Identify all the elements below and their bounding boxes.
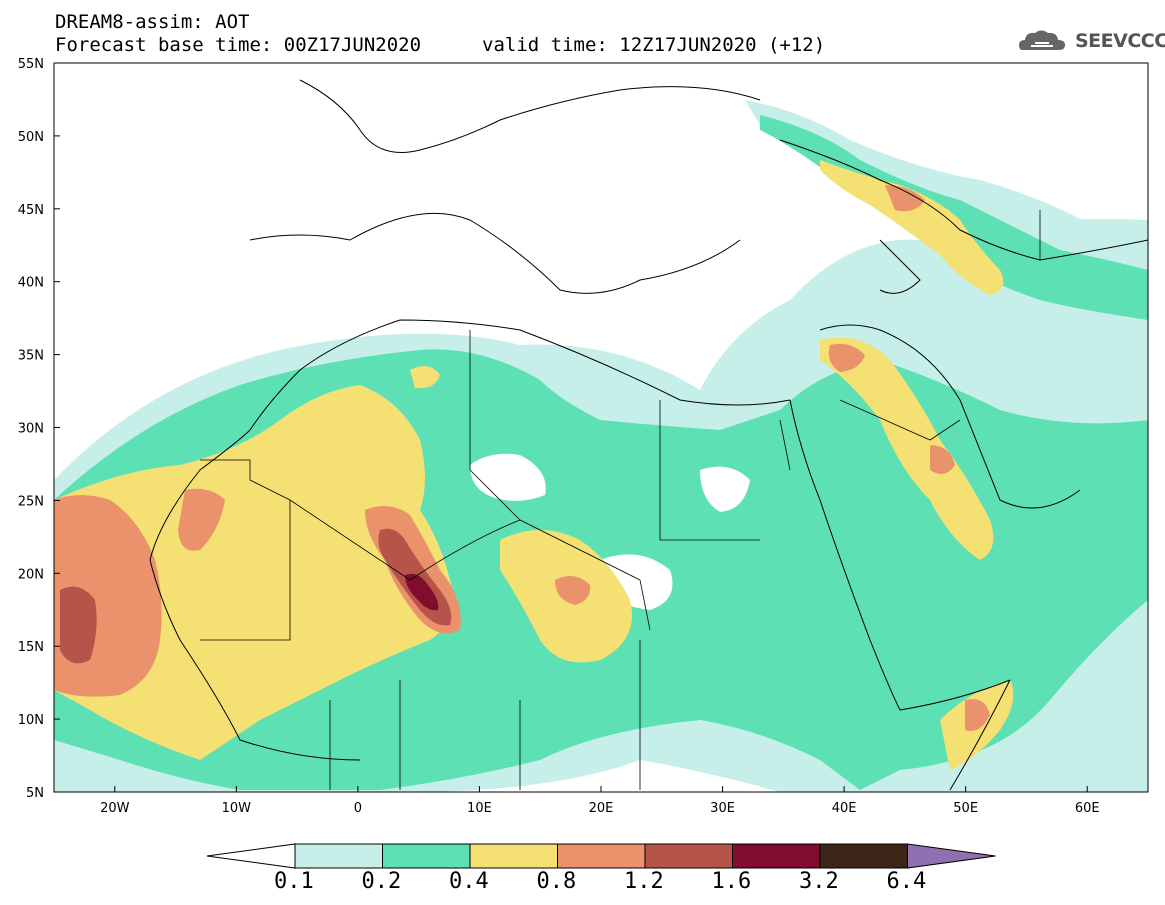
colorbar-min-triangle xyxy=(206,843,296,869)
colorbar-level-label: 1.6 xyxy=(711,869,752,894)
lon-label: 20E xyxy=(589,801,614,816)
colorbar-box xyxy=(557,843,646,869)
lon-label: 10W xyxy=(222,801,252,816)
cloud-icon xyxy=(1019,30,1065,50)
lon-label: 50E xyxy=(953,801,978,816)
coastlines xyxy=(149,79,1148,791)
lat-label: 35N xyxy=(18,349,44,364)
aot-level-1.6 xyxy=(405,573,439,611)
lon-label: 30E xyxy=(710,801,735,816)
colorbar-box xyxy=(644,843,733,869)
forecast-base-time: Forecast base time: 00Z17JUN2020 xyxy=(55,34,422,56)
lat-label: 30N xyxy=(18,422,44,437)
colorbar-level-label: 6.4 xyxy=(886,869,927,894)
colorbar-box xyxy=(382,843,471,869)
lat-label: 20N xyxy=(18,567,44,582)
colorbar-box xyxy=(819,843,908,869)
lat-label: 10N xyxy=(18,713,44,728)
lon-label: 0 xyxy=(354,801,362,816)
map-title: DREAM8-assim: AOT xyxy=(55,11,250,33)
colorbar-level-label: 3.2 xyxy=(799,869,839,894)
colorbar-level-label: 0.8 xyxy=(536,869,577,894)
colorbar-level-label: 1.2 xyxy=(624,869,664,894)
lat-label: 15N xyxy=(18,640,44,655)
lat-label: 5N xyxy=(26,786,44,801)
lat-label: 45N xyxy=(18,203,44,218)
lon-label: 60E xyxy=(1075,801,1100,816)
colorbar-level-label: 0.1 xyxy=(274,869,314,894)
lat-label: 40N xyxy=(18,276,44,291)
lat-label: 25N xyxy=(18,494,44,509)
aot-level-0.4 xyxy=(54,160,1014,770)
country-borders xyxy=(200,210,1041,790)
colorbar-box xyxy=(732,843,821,869)
lat-label: 55N xyxy=(18,57,44,72)
colorbar-level-label: 0.2 xyxy=(361,869,402,894)
lat-label: 50N xyxy=(18,130,44,145)
lon-label: 40E xyxy=(832,801,857,816)
lon-label: 20W xyxy=(100,801,130,816)
logo-text: SEEVCCC xyxy=(1075,30,1165,52)
lon-label: 10E xyxy=(467,801,492,816)
colorbar-max-triangle xyxy=(907,843,996,869)
valid-time: valid time: 12Z17JUN2020 (+12) xyxy=(482,34,826,56)
colorbar-box xyxy=(469,843,558,869)
colorbar-box xyxy=(294,843,383,869)
colorbar-level-label: 0.4 xyxy=(449,869,489,894)
